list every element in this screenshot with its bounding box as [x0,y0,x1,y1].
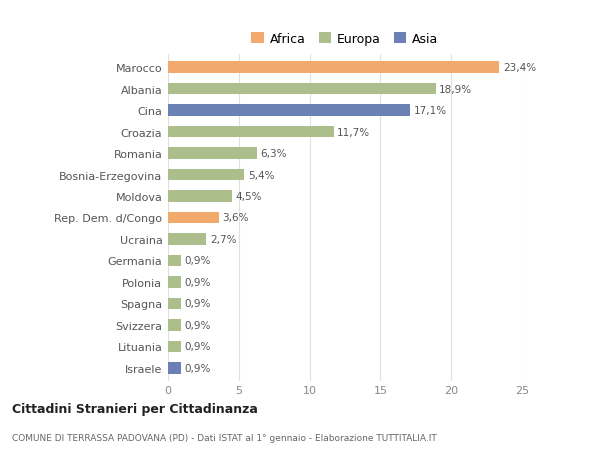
Bar [168,190,232,202]
Bar [168,105,410,117]
Text: 18,9%: 18,9% [439,84,472,95]
Bar [168,234,206,246]
Bar [168,148,257,160]
Text: 0,9%: 0,9% [184,299,211,309]
Bar [168,298,181,310]
Legend: Africa, Europa, Asia: Africa, Europa, Asia [248,29,442,49]
Text: 0,9%: 0,9% [184,363,211,373]
Text: 0,9%: 0,9% [184,277,211,287]
Bar [168,319,181,331]
Bar [168,362,181,374]
Text: 6,3%: 6,3% [261,149,287,159]
Bar [168,62,499,74]
Bar [168,212,219,224]
Bar [168,169,244,181]
Text: 3,6%: 3,6% [223,213,249,223]
Bar [168,126,334,138]
Bar [168,255,181,267]
Text: 4,5%: 4,5% [235,191,262,202]
Text: 23,4%: 23,4% [503,63,536,73]
Bar [168,276,181,288]
Text: Cittadini Stranieri per Cittadinanza: Cittadini Stranieri per Cittadinanza [12,403,258,415]
Text: 0,9%: 0,9% [184,341,211,352]
Bar [168,341,181,353]
Text: 2,7%: 2,7% [210,235,236,245]
Text: COMUNE DI TERRASSA PADOVANA (PD) - Dati ISTAT al 1° gennaio - Elaborazione TUTTI: COMUNE DI TERRASSA PADOVANA (PD) - Dati … [12,432,437,442]
Text: 0,9%: 0,9% [184,256,211,266]
Text: 0,9%: 0,9% [184,320,211,330]
Text: 5,4%: 5,4% [248,170,275,180]
Bar [168,84,436,95]
Text: 11,7%: 11,7% [337,127,370,137]
Text: 17,1%: 17,1% [413,106,447,116]
